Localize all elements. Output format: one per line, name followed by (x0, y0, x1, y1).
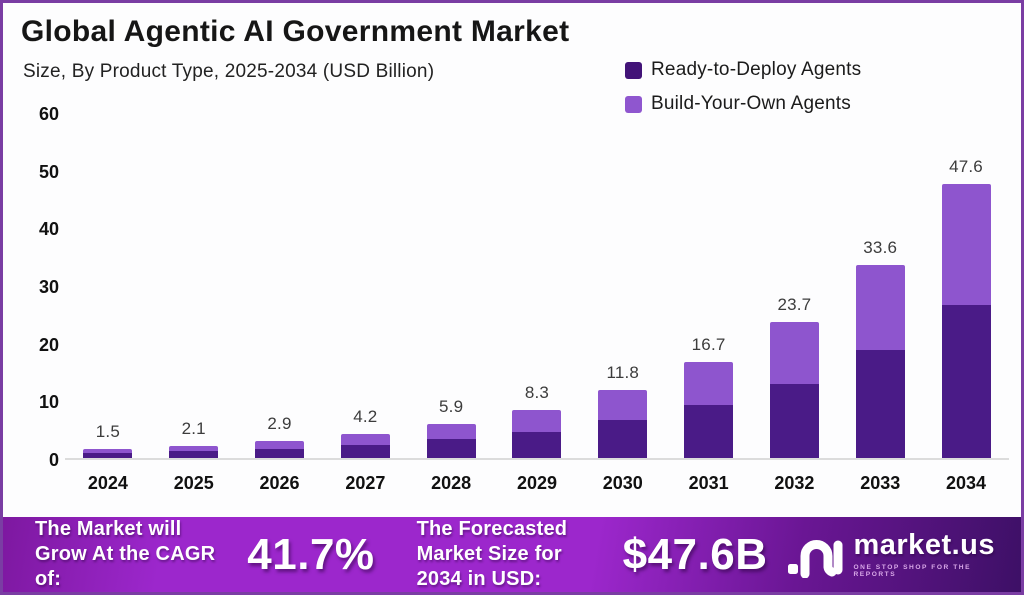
x-axis-label: 2030 (602, 473, 643, 493)
y-tick-label: 30 (38, 276, 59, 297)
brand-logo: market.us ONE STOP SHOP FOR THE REPORTS (787, 531, 995, 578)
bar-column: 2.9 (237, 414, 323, 458)
bar-column: 23.7 (752, 295, 838, 458)
x-axis-label: 2032 (774, 473, 815, 493)
forecast-caption: The Forecasted Market Size for 2034 in U… (416, 518, 568, 590)
stacked-bar (169, 445, 219, 458)
y-tick-label: 40 (38, 219, 59, 240)
segment-build-your-own (340, 433, 390, 445)
segment-build-your-own (426, 424, 476, 439)
segment-build-your-own (855, 264, 905, 350)
bar-total-label: 16.7 (691, 334, 726, 354)
segment-ready-to-deploy (83, 453, 133, 458)
bar-total-label: 23.7 (777, 294, 812, 314)
stacked-bar (941, 184, 991, 458)
bar-column: 5.9 (408, 397, 494, 458)
segment-build-your-own (684, 361, 734, 405)
bar-total-label: 11.8 (606, 363, 640, 383)
x-axis-label: 2026 (259, 473, 300, 493)
y-axis: 60 50 40 30 20 10 0 (17, 104, 59, 470)
forecast-value: $47.6B (622, 529, 768, 579)
legend-item: Ready-to-Deploy Agents (625, 59, 861, 81)
segment-build-your-own (769, 321, 819, 385)
y-tick-label: 60 (38, 104, 59, 124)
segment-ready-to-deploy (169, 451, 219, 458)
legend: Ready-to-Deploy Agents Build-Your-Own Age… (625, 59, 861, 115)
segment-ready-to-deploy (255, 448, 305, 458)
stacked-bar (769, 321, 819, 458)
bar-total-label: 33.6 (863, 237, 898, 257)
segment-ready-to-deploy (855, 349, 905, 458)
legend-swatch-icon (625, 95, 642, 113)
bar-total-label: 4.2 (353, 406, 378, 426)
legend-label: Build-Your-Own Agents (651, 93, 851, 114)
bar-column: 4.2 (322, 407, 408, 458)
stacked-bar (426, 424, 476, 458)
bar-total-label: 2.1 (181, 418, 206, 438)
segment-ready-to-deploy (426, 439, 476, 458)
segment-ready-to-deploy (598, 420, 648, 458)
brand-tagline: ONE STOP SHOP FOR THE REPORTS (853, 564, 972, 578)
segment-build-your-own (512, 410, 562, 433)
y-tick-label: 10 (38, 392, 59, 413)
y-tick-label: 0 (48, 449, 59, 470)
footer-banner: The Market will Grow At the CAGR of: 41.… (3, 517, 1021, 592)
segment-build-your-own (598, 390, 648, 421)
x-axis-label: 2029 (516, 473, 557, 493)
bar-column: 16.7 (666, 335, 752, 458)
x-axis-label: 2025 (173, 473, 214, 493)
page-subtitle: Size, By Product Type, 2025-2034 (USD Bi… (23, 61, 435, 82)
x-axis-label: 2027 (345, 473, 386, 493)
bar-column: 2.1 (151, 419, 237, 458)
bar-column: 47.6 (923, 157, 1009, 458)
x-axis-label: 2031 (688, 473, 729, 493)
bar-total-label: 2.9 (267, 414, 292, 434)
bar-total-label: 8.3 (524, 383, 550, 403)
x-axis-label: 2024 (87, 473, 128, 493)
x-axis: 2024 2025 2026 2027 2028 2029 2030 2031 2032 2033… (65, 473, 1009, 494)
segment-ready-to-deploy (684, 404, 734, 458)
cagr-caption: The Market will Grow At the CAGR of: (35, 518, 216, 590)
y-tick-label: 20 (38, 334, 59, 355)
bar-column: 33.6 (837, 238, 923, 458)
segment-build-your-own (83, 449, 133, 454)
segment-build-your-own (169, 445, 219, 452)
cagr-value: 41.7% (247, 529, 375, 579)
segment-ready-to-deploy (512, 432, 562, 458)
stacked-bar (855, 264, 905, 458)
stacked-bar (598, 390, 648, 458)
brand-name: market.us (853, 529, 995, 561)
bar-column: 8.3 (494, 383, 580, 458)
segment-ready-to-deploy (941, 304, 991, 458)
stacked-bar (512, 410, 562, 458)
stacked-bar (255, 441, 305, 458)
legend-item: Build-Your-Own Agents (625, 93, 861, 115)
market-us-logo-icon (788, 539, 843, 578)
segment-ready-to-deploy (769, 384, 819, 458)
bar-total-label: 5.9 (439, 397, 464, 416)
segment-build-your-own (941, 184, 991, 305)
segment-ready-to-deploy (340, 444, 390, 458)
stacked-bar (340, 433, 390, 458)
x-axis-label: 2033 (860, 473, 901, 493)
stacked-bar (684, 361, 734, 458)
page-title: Global Agentic AI Government Market (21, 15, 570, 48)
bar-total-label: 47.6 (949, 157, 983, 177)
legend-label: Ready-to-Deploy Agents (651, 59, 862, 80)
bar-column: 11.8 (580, 363, 666, 458)
y-tick-label: 50 (38, 161, 59, 182)
plot-area: 1.5 2.1 2.9 4.2 5.9 8.3 11.8 16.7 23.7 33.6 47.6 (65, 115, 1009, 460)
segment-build-your-own (255, 441, 305, 449)
bar-column: 1.5 (65, 422, 151, 458)
legend-swatch-icon (625, 61, 642, 79)
x-axis-label: 2034 (946, 473, 987, 493)
x-axis-label: 2028 (431, 473, 472, 493)
stacked-bar (83, 449, 133, 458)
bar-total-label: 1.5 (95, 422, 121, 442)
